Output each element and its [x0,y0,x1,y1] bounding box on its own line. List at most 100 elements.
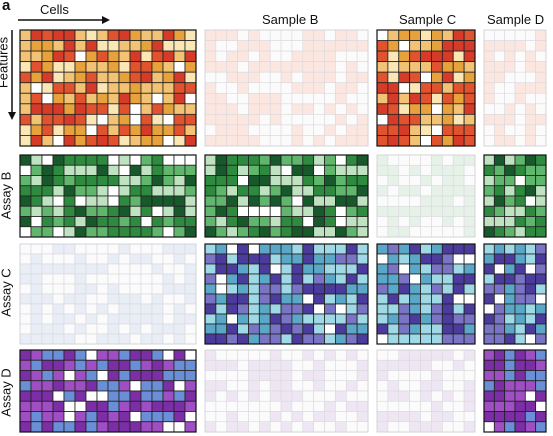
heatmap-cell [215,29,228,41]
heatmap-cell [376,103,389,115]
heatmap-cell [452,205,465,217]
heatmap-cell [504,293,516,305]
heatmap-cell [334,243,347,255]
heatmap-cell [151,303,164,315]
heatmap-cell [483,50,495,62]
heatmap-cell [85,400,98,412]
heatmap-cell [463,283,476,295]
heatmap-cell [162,154,175,166]
heatmap-cell [204,263,217,275]
heatmap-cell [184,124,197,136]
heatmap-cell [107,293,120,305]
heatmap-cell [493,283,506,295]
heatmap-cell [258,303,271,315]
heatmap-cell [63,421,76,433]
heatmap-cell [535,273,547,285]
heatmap-cell [204,82,217,94]
heatmap-cell [226,283,238,295]
heatmap-cell [19,50,32,63]
heatmap-cell [162,263,175,275]
heatmap-cell [452,303,465,315]
heatmap-cell [313,216,325,228]
heatmap-cell [85,243,98,255]
heatmap-cell [420,323,432,335]
heatmap-cell [215,293,228,305]
heatmap-cell [269,29,282,41]
heatmap-cell [140,323,153,335]
heatmap-cell [248,135,260,147]
heatmap-cell [324,421,336,433]
heatmap-cell [280,380,293,392]
heatmap-cell [535,313,547,325]
heatmap-cell [173,349,186,361]
heatmap-cell [493,411,506,423]
heatmap-cell [52,40,65,52]
heatmap-cell [431,135,443,147]
heatmap-cell [387,293,400,305]
heatmap-cell [204,195,217,207]
heatmap-cell [30,273,43,285]
heatmap-cell [291,293,304,305]
heatmap-cell [215,175,228,187]
heatmap-cell [184,29,197,41]
heatmap-cell [19,313,32,325]
heatmap-cell [85,82,98,94]
heatmap-cell [19,303,32,315]
heatmap-cell [173,185,186,197]
heatmap-cell [376,253,389,265]
heatmap-cell [74,380,87,392]
heatmap-cell [204,114,217,126]
heatmap-cell [162,124,175,136]
heatmap-cell [302,40,314,52]
heatmap-cell [514,61,526,73]
heatmap-cell [259,359,271,371]
heatmap-cell [204,185,217,197]
heatmap-cell [535,253,547,265]
heatmap-cell [398,40,411,52]
heatmap-cell [431,323,443,335]
heatmap-cell [19,390,32,402]
heatmap-cell [85,135,98,147]
heatmap-cell [463,293,476,305]
heatmap-cell [356,333,369,345]
heatmap-cell [52,124,65,136]
heatmap-cell [52,50,65,63]
heatmap-cell [85,154,98,166]
heatmap-cell [376,40,389,52]
heatmap-cell [420,370,432,382]
heatmap-cell [387,50,400,63]
heatmap-cell [248,61,260,73]
heatmap-cell [162,333,175,345]
heatmap-cell [483,380,495,392]
heatmap-cell [387,71,400,84]
heatmap-block-border [376,349,476,433]
heatmap-cell [30,303,43,315]
heatmap-cell [140,333,153,345]
heatmap-cell [184,380,197,392]
heatmap-cell [162,50,175,63]
heatmap-cell [237,92,249,105]
heatmap-cell [291,164,304,176]
heatmap-cell [258,293,271,305]
heatmap-cell [409,370,421,382]
heatmap-cell [494,135,505,147]
heatmap-cell [248,243,260,255]
heatmap-cell [483,195,495,207]
heatmap-cell [302,185,315,197]
heatmap-cell [140,349,153,361]
heatmap-cell [215,243,228,255]
heatmap-cell [173,50,186,63]
heatmap-cell [19,243,32,255]
heatmap-cell [525,103,536,115]
heatmap-cell [30,71,43,84]
heatmap-cell [140,421,153,433]
heatmap-cell [204,333,217,345]
heatmap-cell [535,154,547,166]
heatmap-cell [162,359,175,371]
heatmap-cell [409,323,421,335]
heatmap-cell [313,92,325,105]
heatmap-cell [356,185,369,197]
heatmap-cell [215,273,228,285]
heatmap-cell [63,50,76,63]
heatmap-cell [398,313,411,325]
